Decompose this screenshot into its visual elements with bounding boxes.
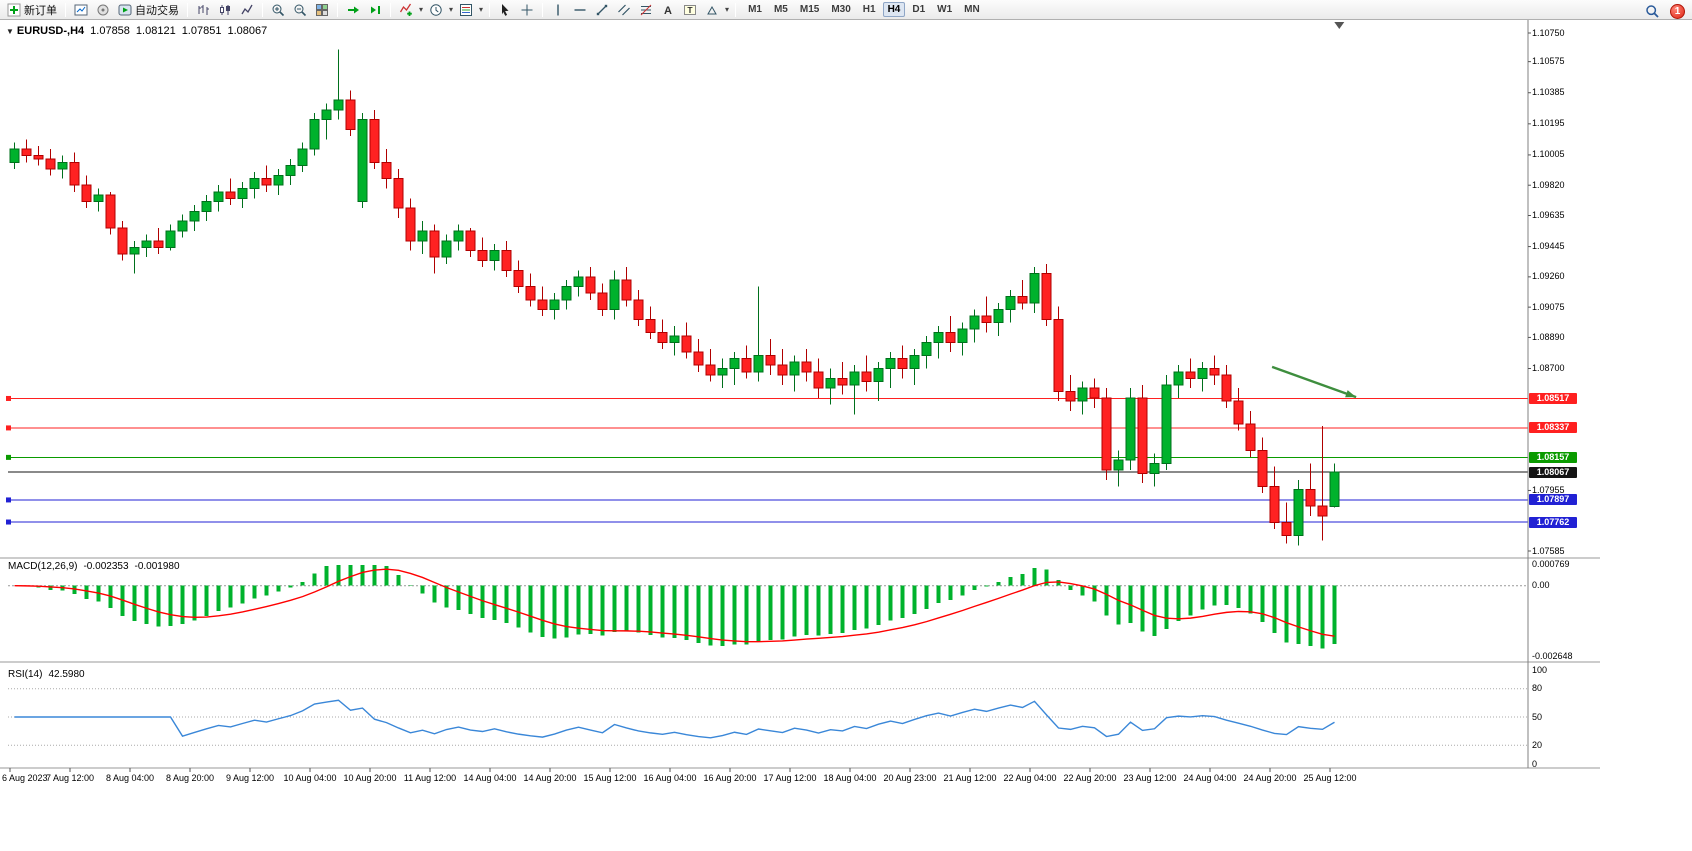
- line-anchor-handle[interactable]: [6, 454, 11, 460]
- equidistant-channel-button[interactable]: [613, 1, 635, 19]
- timeframe-buttons: M1 M5 M15 M30 H1 H4 D1 W1 MN: [742, 2, 986, 17]
- auto-trading-label: 自动交易: [135, 4, 179, 17]
- notification-badge[interactable]: 1: [1670, 3, 1685, 19]
- timeframe-button-m15[interactable]: M15: [799, 4, 820, 15]
- timeframe-button-w1[interactable]: W1: [937, 4, 953, 15]
- new-chart-button[interactable]: [70, 1, 92, 19]
- svg-text:A: A: [664, 5, 672, 17]
- chart-shift-marker[interactable]: [1334, 22, 1345, 29]
- toolbar-separator: [187, 2, 188, 17]
- tile-windows-button[interactable]: [311, 1, 333, 19]
- auto-trading-icon: [118, 4, 132, 15]
- timeframe-button-h1[interactable]: H1: [862, 4, 876, 15]
- indicators-dropdown[interactable]: ▾: [419, 5, 424, 14]
- chart-area: ▼ EURUSD-,H4 1.07858 1.08121 1.07851 1.08067 …: [0, 20, 1692, 851]
- line-anchor-handle[interactable]: [6, 425, 11, 431]
- text-icon: A: [664, 5, 672, 17]
- zoom-out-button[interactable]: [289, 1, 311, 19]
- rsi-line: [14, 699, 1335, 739]
- chart-shift-button[interactable]: [364, 1, 386, 19]
- templates-dropdown[interactable]: ▾: [479, 5, 484, 14]
- equidistant-channel-icon: [618, 4, 630, 15]
- toolbar-separator: [542, 2, 544, 17]
- line-anchor-handle[interactable]: [6, 497, 11, 503]
- vertical-line-icon: [557, 4, 559, 15]
- zoom-out-icon: [294, 4, 307, 16]
- trendline-icon: [596, 4, 608, 15]
- zoom-in-icon: [272, 4, 285, 16]
- shapes-icon: [707, 5, 717, 14]
- timeframe-button-m1[interactable]: M1: [748, 4, 762, 15]
- line-chart-icon: [241, 4, 253, 14]
- search-button[interactable]: [1641, 2, 1664, 20]
- toolbar-separator: [735, 2, 737, 17]
- line-chart-button[interactable]: [236, 1, 258, 19]
- indicators-button[interactable]: [395, 1, 417, 19]
- auto-scroll-button[interactable]: [342, 1, 364, 19]
- fibonacci-button[interactable]: [635, 1, 657, 19]
- toolbar-separator: [262, 2, 263, 17]
- timeframe-button-d1[interactable]: D1: [912, 4, 926, 15]
- toolbar-separator: [337, 2, 338, 17]
- bar-chart-icon: [198, 4, 209, 15]
- templates-icon: [460, 3, 473, 16]
- toolbar-separator: [489, 2, 491, 17]
- svg-text:T: T: [687, 5, 693, 15]
- crosshair-icon: [521, 4, 533, 15]
- macd-histogram: [24, 565, 1337, 649]
- candles-layer: [9, 49, 1340, 546]
- toolbar-right-icons: 1: [1641, 2, 1685, 20]
- chart-canvas[interactable]: [0, 20, 1692, 851]
- vertical-line-button[interactable]: [547, 1, 569, 19]
- trendline-button[interactable]: [591, 1, 613, 19]
- toolbar: 新订单 自动交易 ▾ ▾ ▾: [0, 0, 1692, 20]
- trend-arrow-head: [1345, 390, 1357, 398]
- shapes-dropdown[interactable]: ▾: [725, 5, 730, 14]
- time-axis[interactable]: [0, 768, 1528, 790]
- auto-trading-button[interactable]: 自动交易: [114, 1, 183, 19]
- zoom-in-button[interactable]: [267, 1, 289, 19]
- timeframe-button-mn[interactable]: MN: [964, 4, 980, 15]
- toolbar-separator: [390, 2, 391, 17]
- indicators-icon: [399, 3, 412, 16]
- chart-shift-icon: [371, 5, 380, 14]
- text-label-button[interactable]: T: [679, 1, 701, 19]
- periods-icon: [430, 3, 442, 16]
- new-order-icon: [7, 3, 21, 16]
- periods-button[interactable]: [425, 1, 447, 19]
- horizontal-line-button[interactable]: [569, 1, 591, 19]
- timeframe-button-m30[interactable]: M30: [831, 4, 851, 15]
- profiles-icon: [97, 4, 109, 15]
- profiles-button[interactable]: [92, 1, 114, 19]
- templates-button[interactable]: [455, 1, 477, 19]
- bar-chart-button[interactable]: [192, 1, 214, 19]
- candlestick-chart-icon: [220, 4, 230, 15]
- crosshair-button[interactable]: [516, 1, 538, 19]
- macd-signal-line: [14, 568, 1335, 643]
- trend-arrow-annotation[interactable]: [1271, 365, 1357, 399]
- new-order-button[interactable]: 新订单: [3, 1, 61, 19]
- text-label-icon: T: [684, 4, 697, 15]
- line-anchor-handle[interactable]: [6, 395, 11, 401]
- search-icon: [1646, 4, 1659, 18]
- fibonacci-icon: [640, 4, 652, 15]
- price-axis[interactable]: [1528, 20, 1608, 768]
- text-button[interactable]: A: [657, 1, 679, 19]
- line-anchor-handle[interactable]: [6, 519, 11, 525]
- timeframe-button-h4[interactable]: H4: [882, 2, 906, 17]
- new-chart-icon: [74, 4, 88, 15]
- candlestick-chart-button[interactable]: [214, 1, 236, 19]
- auto-scroll-icon: [348, 6, 359, 13]
- tile-windows-icon: [316, 3, 328, 16]
- new-order-label: 新订单: [24, 4, 57, 17]
- shapes-button[interactable]: [701, 1, 723, 19]
- timeframe-button-m5[interactable]: M5: [773, 4, 788, 15]
- horizontal-line-icon: [574, 8, 586, 11]
- periods-dropdown[interactable]: ▾: [449, 5, 454, 14]
- cursor-icon: [502, 3, 509, 16]
- toolbar-separator: [65, 2, 66, 17]
- cursor-button[interactable]: [494, 1, 516, 19]
